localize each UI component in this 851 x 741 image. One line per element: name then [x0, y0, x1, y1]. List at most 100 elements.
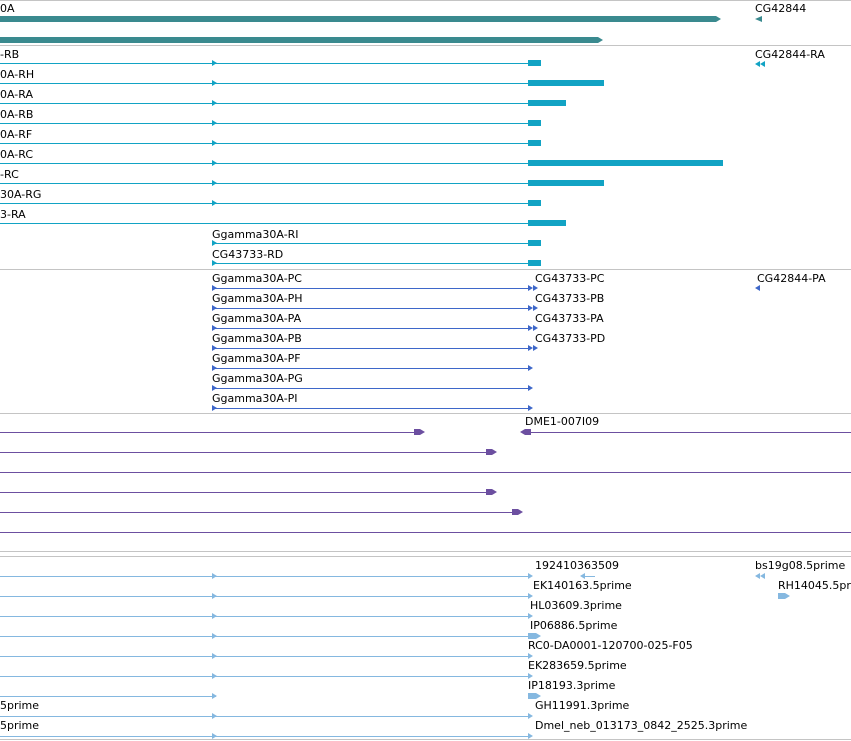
strand-arrow-icon: [528, 713, 533, 719]
cdna-feature[interactable]: [0, 596, 529, 597]
clone-feature-end[interactable]: [414, 429, 420, 435]
strand-arrow-icon: [212, 200, 217, 206]
cdna-feature[interactable]: [0, 656, 529, 657]
strand-arrow-icon: [528, 345, 533, 351]
transcript-intron[interactable]: [0, 223, 529, 224]
strand-arrow-icon: [212, 593, 217, 599]
clone-feature[interactable]: [0, 512, 514, 513]
cdna-feature[interactable]: [0, 716, 529, 717]
strand-arrow-icon[interactable]: [760, 61, 765, 67]
transcript-intron[interactable]: [0, 83, 529, 84]
strand-arrow-icon: [212, 100, 217, 106]
clone-feature[interactable]: [0, 492, 488, 493]
clone-feature[interactable]: [0, 432, 416, 433]
clone-feature-end[interactable]: [486, 449, 492, 455]
cdna-feature[interactable]: [0, 616, 529, 617]
transcript-intron[interactable]: [0, 103, 529, 104]
strand-arrow-icon: [528, 405, 533, 411]
strand-arrow-icon: [212, 365, 217, 371]
strand-arrow-icon[interactable]: [755, 285, 760, 291]
strand-arrow-icon: [212, 160, 217, 166]
clone-feature-end[interactable]: [512, 509, 518, 515]
protein-feature[interactable]: [212, 348, 529, 349]
strand-arrow-icon: [212, 573, 217, 579]
cdna-feature[interactable]: [585, 576, 595, 577]
transcript-intron[interactable]: [212, 243, 529, 244]
transcript-intron[interactable]: [0, 123, 529, 124]
strand-arrow-icon[interactable]: [755, 61, 760, 67]
feature-label: 0A: [0, 2, 15, 15]
strand-arrow-icon[interactable]: [755, 573, 760, 579]
protein-feature[interactable]: [212, 288, 529, 289]
feature-label: Dmel_neb_013173_0842_2525.3prime: [535, 719, 748, 732]
strand-arrow-icon: [528, 733, 533, 739]
transcript-intron[interactable]: [0, 203, 529, 204]
clone-feature-end[interactable]: [486, 489, 492, 495]
strand-arrow-icon: [518, 509, 523, 515]
protein-feature[interactable]: [212, 328, 529, 329]
transcript-exon[interactable]: [528, 160, 723, 166]
transcript-exon[interactable]: [528, 180, 604, 186]
strand-arrow-icon: [492, 449, 497, 455]
track-separator: [0, 413, 851, 414]
transcript-exon[interactable]: [528, 200, 541, 206]
cdna-feature[interactable]: [0, 696, 216, 697]
transcript-intron[interactable]: [0, 63, 529, 64]
clone-feature[interactable]: [0, 532, 851, 533]
transcript-exon[interactable]: [528, 80, 604, 86]
cdna-feature-end[interactable]: [778, 593, 785, 599]
strand-arrow-icon: [528, 573, 533, 579]
strand-arrow-icon: [528, 365, 533, 371]
clone-feature[interactable]: [0, 472, 851, 473]
feature-label: RH14045.5prime: [778, 579, 851, 592]
strand-arrow-icon[interactable]: [755, 16, 762, 22]
protein-feature[interactable]: [212, 368, 529, 369]
transcript-exon[interactable]: [528, 240, 541, 246]
cdna-feature[interactable]: [0, 676, 529, 677]
strand-arrow-icon: [420, 429, 425, 435]
feature-label: -RB: [0, 48, 20, 61]
cdna-feature-end[interactable]: [528, 633, 536, 639]
strand-arrow-icon[interactable]: [760, 573, 765, 579]
cdna-feature[interactable]: [0, 736, 529, 737]
strand-arrow-icon: [598, 37, 603, 43]
feature-label: CG42844-RA: [755, 48, 825, 61]
transcript-intron[interactable]: [0, 163, 529, 164]
transcript-intron[interactable]: [0, 143, 529, 144]
strand-arrow-icon: [785, 593, 790, 599]
feature-label: Ggamma30A-PB: [212, 332, 302, 345]
gene-feature[interactable]: [0, 37, 598, 43]
strand-arrow-icon: [212, 405, 217, 411]
feature-label: Ggamma30A-RI: [212, 228, 299, 241]
strand-arrow-icon: [528, 325, 533, 331]
protein-feature[interactable]: [212, 388, 529, 389]
protein-feature[interactable]: [212, 408, 529, 409]
strand-arrow-icon: [536, 633, 541, 639]
transcript-exon[interactable]: [528, 120, 541, 126]
transcript-exon[interactable]: [528, 220, 566, 226]
clone-feature[interactable]: [530, 432, 851, 433]
track-separator: [0, 0, 851, 1]
transcript-intron[interactable]: [212, 263, 529, 264]
transcript-intron[interactable]: [0, 183, 529, 184]
transcript-exon[interactable]: [528, 100, 566, 106]
transcript-exon[interactable]: [528, 60, 541, 66]
strand-arrow-icon: [212, 385, 217, 391]
transcript-exon[interactable]: [528, 140, 541, 146]
strand-arrow-icon: [212, 60, 217, 66]
transcript-exon[interactable]: [528, 260, 541, 266]
clone-feature[interactable]: [0, 452, 488, 453]
protein-feature[interactable]: [212, 308, 529, 309]
feature-label: CG42844-PA: [757, 272, 826, 285]
clone-feature-end[interactable]: [525, 429, 531, 435]
cdna-feature[interactable]: [0, 636, 529, 637]
strand-arrow-icon: [212, 285, 217, 291]
cdna-feature[interactable]: [0, 576, 529, 577]
feature-label: HL03609.3prime: [530, 599, 622, 612]
strand-arrow-icon: [212, 260, 217, 266]
feature-label: CG43733-PB: [535, 292, 605, 305]
strand-arrow-icon: [528, 593, 533, 599]
cdna-feature-end[interactable]: [528, 693, 536, 699]
feature-label: Ggamma30A-PI: [212, 392, 298, 405]
gene-feature[interactable]: [0, 16, 716, 22]
